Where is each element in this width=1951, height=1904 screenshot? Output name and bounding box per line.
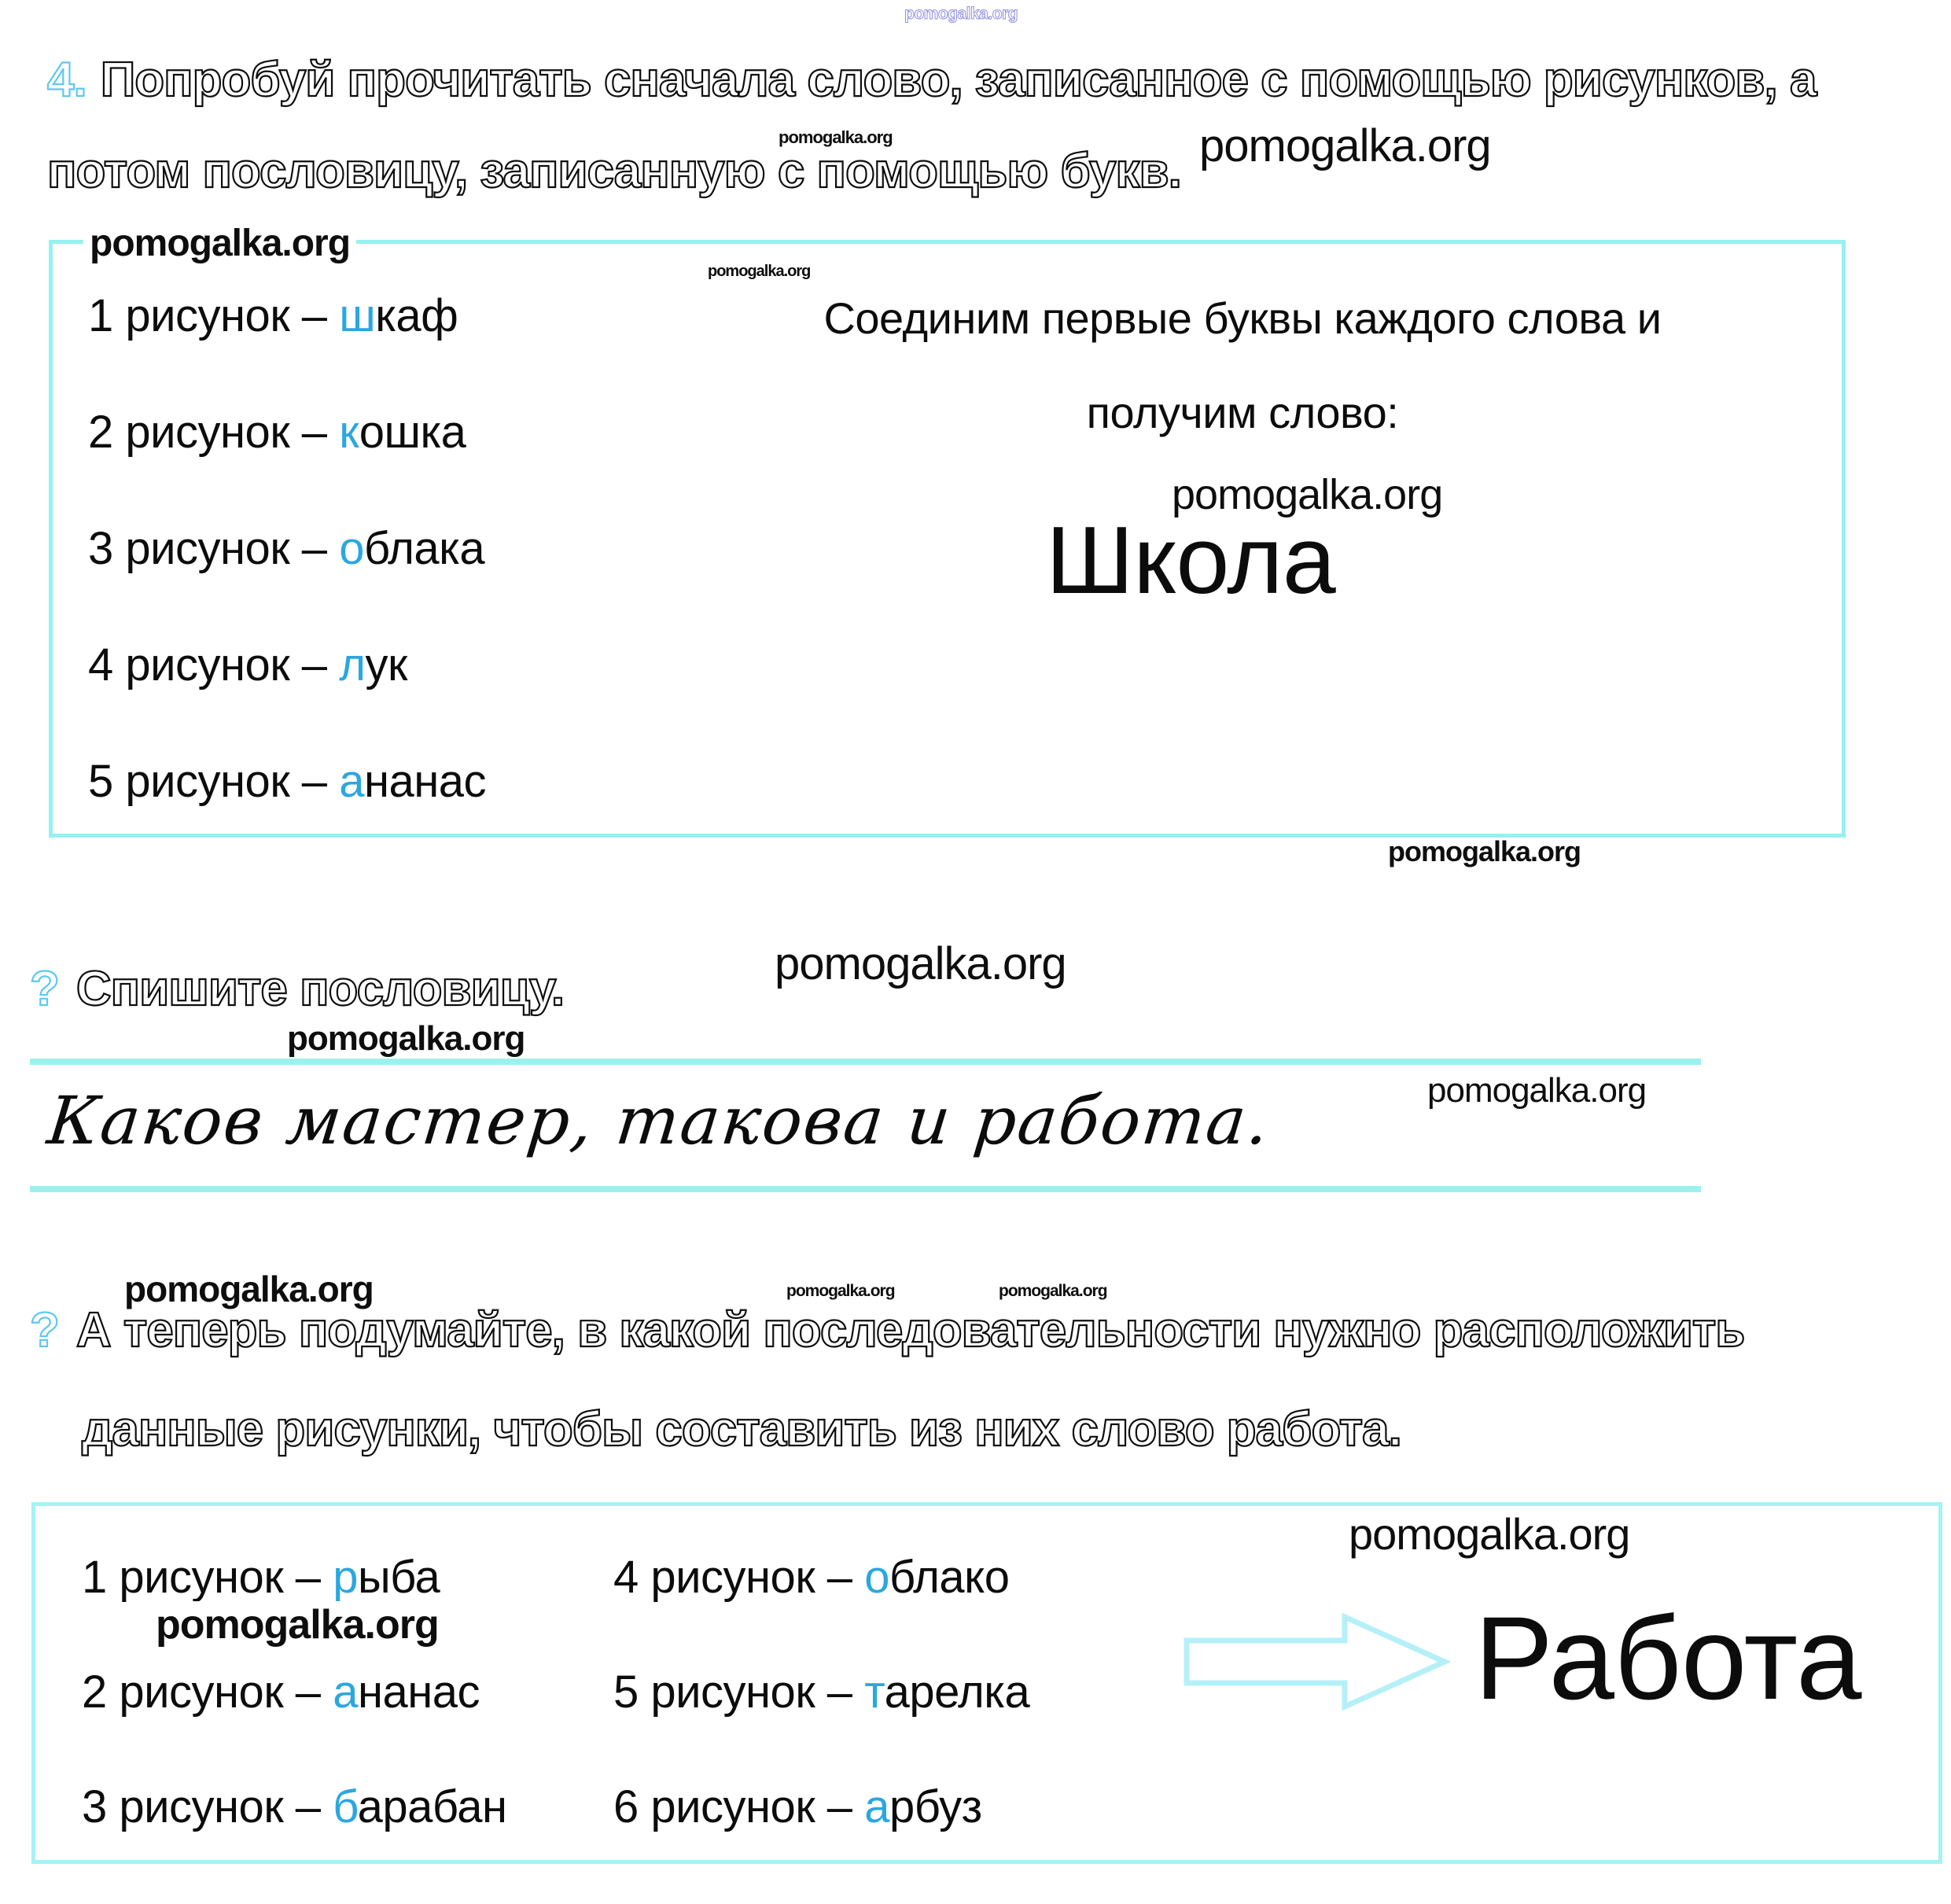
picture-word-b2-4: 4 рисунок – облако [613, 1551, 1010, 1604]
watermark: pomogalka.org [1172, 471, 1443, 518]
answer-word-rabota: Работа [1474, 1592, 1861, 1724]
writing-line-top [30, 1059, 1701, 1065]
watermark: pomogalka.org [1388, 835, 1581, 867]
task-number: 4. [46, 52, 88, 108]
proverb-prompt: Спишите пословицу. [75, 961, 565, 1017]
answer-box-1 [49, 240, 1846, 838]
item-prefix: 1 рисунок – [88, 290, 340, 341]
watermark: pomogalka.org [1427, 1071, 1647, 1110]
item-rest: нанас [363, 756, 487, 807]
watermark: pomogalka.org [708, 263, 811, 280]
watermark: pomogalka.org [775, 938, 1067, 989]
item-rest: нанас [357, 1666, 480, 1718]
picture-word-b2-3: 3 рисунок – барабан [82, 1781, 507, 1833]
task2-line1-wrap: ? А теперь подумайте, в какой последовате… [29, 1302, 1747, 1358]
watermark: pomogalka.org [904, 5, 1018, 24]
watermark: pomogalka.org [1199, 120, 1492, 171]
item-first-letter: р [333, 1552, 358, 1603]
item-first-letter: о [864, 1552, 889, 1603]
item-first-letter: ш [339, 290, 376, 341]
item-prefix: 3 рисунок – [88, 523, 340, 574]
item-rest: арабан [357, 1781, 507, 1832]
item-first-letter: а [333, 1666, 358, 1718]
item-prefix: 2 рисунок – [82, 1666, 333, 1718]
watermark: pomogalka.org [999, 1282, 1108, 1300]
task4-title-line2: потом пословицу, записанную с помощью бу… [46, 143, 1183, 199]
item-first-letter: т [864, 1666, 885, 1718]
item-prefix: 2 рисунок – [88, 407, 340, 458]
proverb-prompt-line: ? Спишите пословицу. [29, 961, 565, 1017]
question-mark-icon: ? [29, 961, 61, 1017]
watermark: pomogalka.org [281, 1019, 532, 1059]
task4-title-line1: 4. Попробуй прочитать сначала слово, запи… [46, 52, 1818, 108]
item-rest: каф [375, 290, 458, 341]
item-first-letter: о [339, 523, 364, 574]
picture-word-b2-6: 6 рисунок – арбуз [613, 1781, 982, 1833]
answer-word-shkola: Школа [1046, 506, 1336, 613]
picture-word-3: 3 рисунок – облака [88, 522, 485, 575]
right-arrow-icon [1183, 1611, 1451, 1713]
task2-text-line2: данные рисунки, чтобы составить из них с… [81, 1401, 1403, 1457]
watermark: pomogalka.org [124, 1269, 374, 1309]
picture-word-b2-1: 1 рисунок – рыба [82, 1551, 440, 1604]
item-rest: арелка [884, 1666, 1030, 1718]
writing-line-bottom [30, 1186, 1701, 1192]
item-rest: блако [889, 1552, 1010, 1603]
item-first-letter: к [339, 407, 359, 458]
task2-text-line1: А теперь подумайте, в какой последовател… [75, 1302, 1747, 1358]
watermark: pomogalka.org [149, 1601, 445, 1648]
item-rest: ошка [359, 407, 466, 458]
explanation-line2: получим слово: [1086, 388, 1399, 437]
picture-word-2: 2 рисунок – кошка [88, 406, 466, 459]
item-rest: ук [365, 639, 408, 691]
item-prefix: 6 рисунок – [613, 1781, 865, 1832]
item-prefix: 5 рисунок – [88, 756, 340, 807]
item-first-letter: а [339, 756, 364, 807]
picture-word-4: 4 рисунок – лук [88, 639, 407, 691]
item-prefix: 4 рисунок – [88, 639, 340, 691]
watermark: pomogalka.org [83, 222, 357, 265]
task4-text-line1: Попробуй прочитать сначала слово, записа… [100, 52, 1818, 108]
item-prefix: 3 рисунок – [82, 1781, 333, 1832]
task2-line2-wrap: данные рисунки, чтобы составить из них с… [81, 1401, 1403, 1457]
item-first-letter: б [333, 1781, 358, 1832]
item-first-letter: л [339, 639, 366, 691]
item-first-letter: а [864, 1781, 889, 1832]
picture-word-b2-2: 2 рисунок – ананас [82, 1666, 480, 1718]
item-rest: ыба [357, 1552, 440, 1603]
picture-word-1: 1 рисунок – шкаф [88, 289, 458, 342]
question-mark-icon: ? [29, 1302, 61, 1358]
watermark: pomogalka.org [1349, 1509, 1630, 1559]
picture-word-5: 5 рисунок – ананас [88, 755, 487, 808]
watermark: pomogalka.org [786, 1282, 896, 1300]
picture-word-b2-5: 5 рисунок – тарелка [613, 1666, 1030, 1718]
task4-text-line2: потом пословицу, записанную с помощью бу… [46, 143, 1183, 199]
item-prefix: 4 рисунок – [613, 1552, 865, 1603]
watermark: pomogalka.org [779, 127, 893, 147]
item-rest: рбуз [889, 1781, 982, 1832]
answer-box-2 [31, 1502, 1942, 1864]
item-rest: блака [363, 523, 485, 574]
handwritten-proverb: Каков мастер, такова и работа. [44, 1082, 1275, 1159]
item-prefix: 5 рисунок – [613, 1666, 865, 1718]
explanation-line1: Соединим первые буквы каждого слова и [823, 293, 1662, 343]
item-prefix: 1 рисунок – [82, 1552, 333, 1603]
